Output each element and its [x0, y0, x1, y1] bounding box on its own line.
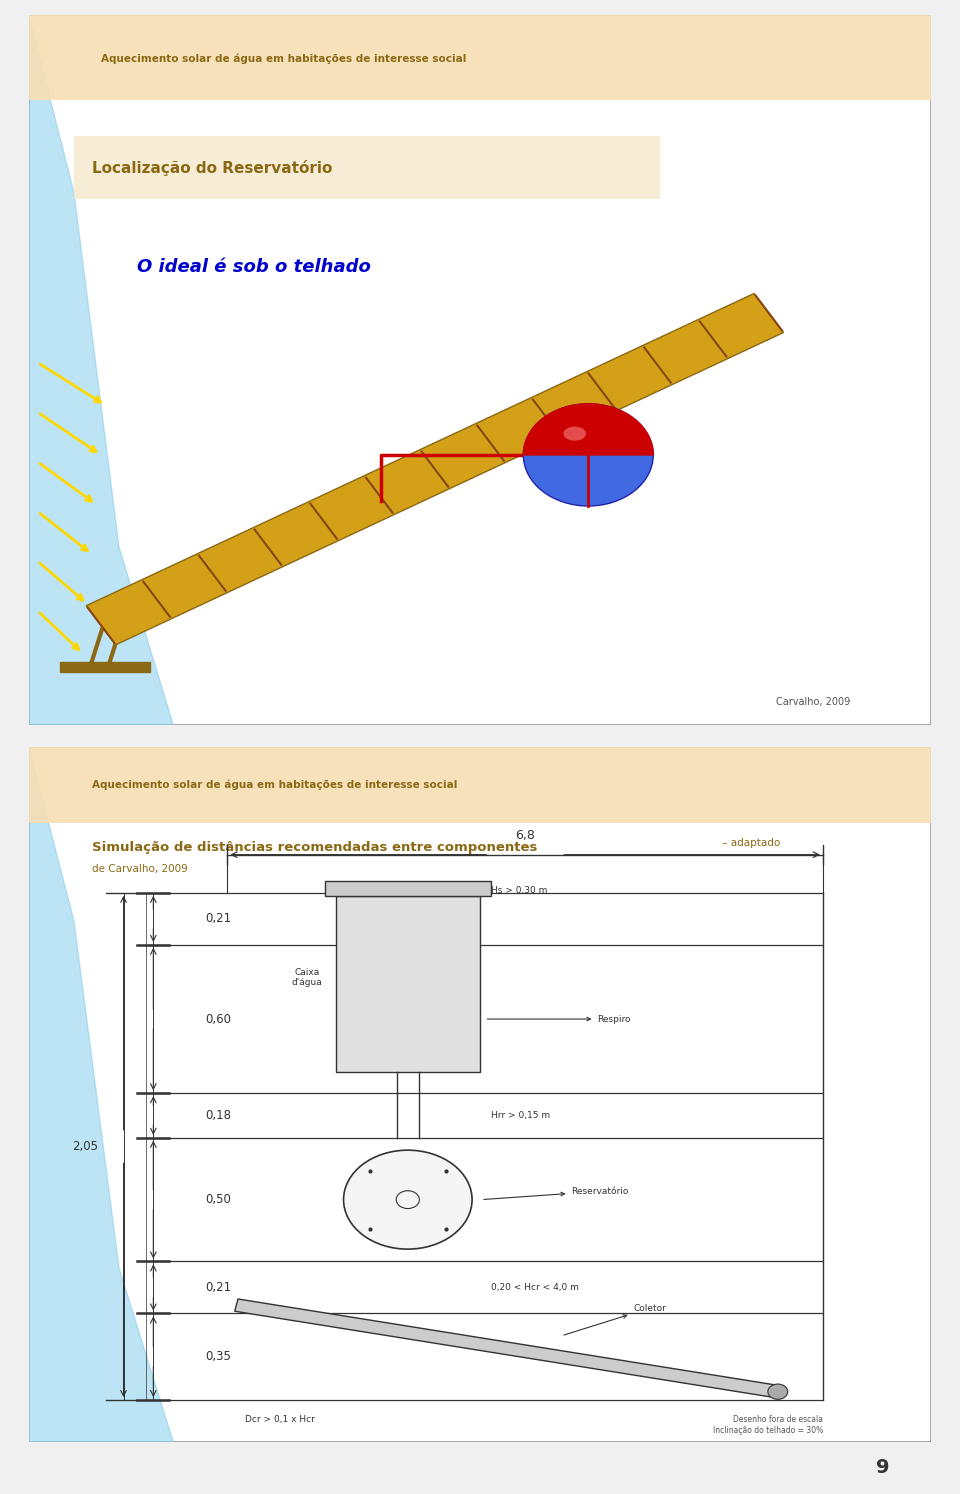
FancyBboxPatch shape [29, 747, 931, 823]
Circle shape [768, 1383, 788, 1400]
Polygon shape [60, 662, 151, 672]
Polygon shape [99, 466, 442, 635]
Text: 0,21: 0,21 [204, 913, 231, 925]
Text: 9: 9 [876, 1458, 890, 1476]
Text: Caixa
d'água: Caixa d'água [291, 968, 323, 988]
Polygon shape [86, 293, 783, 645]
Text: 2,05: 2,05 [72, 1140, 98, 1153]
Text: Dcr > 0,1 x Hcr: Dcr > 0,1 x Hcr [246, 1415, 315, 1424]
Text: 0,50: 0,50 [204, 1194, 230, 1206]
FancyBboxPatch shape [74, 136, 660, 200]
Polygon shape [523, 403, 653, 454]
Polygon shape [234, 1298, 780, 1398]
Ellipse shape [564, 426, 586, 441]
Text: O ideal é sob o telhado: O ideal é sob o telhado [137, 258, 371, 276]
Text: Hs > 0,30 m: Hs > 0,30 m [491, 886, 547, 895]
Polygon shape [29, 747, 173, 1442]
Text: Respiro: Respiro [488, 1014, 631, 1023]
Text: Localização do Reservatório: Localização do Reservatório [92, 160, 332, 175]
Text: Simulação de distâncias recomendadas entre componentes: Simulação de distâncias recomendadas ent… [92, 841, 538, 855]
Text: 0,60: 0,60 [204, 1013, 230, 1025]
Text: – adaptado: – adaptado [719, 838, 780, 849]
FancyBboxPatch shape [29, 747, 931, 1442]
Circle shape [523, 403, 653, 506]
FancyBboxPatch shape [29, 15, 931, 100]
Polygon shape [29, 15, 173, 725]
FancyBboxPatch shape [29, 15, 931, 725]
Circle shape [344, 1150, 472, 1249]
Text: 0,18: 0,18 [204, 1109, 230, 1122]
Text: Aquecimento solar de água em habitações de interesse social: Aquecimento solar de água em habitações … [92, 780, 457, 790]
FancyBboxPatch shape [324, 881, 491, 896]
FancyBboxPatch shape [336, 896, 480, 1073]
Text: de Carvalho, 2009: de Carvalho, 2009 [92, 864, 188, 874]
Text: 0,35: 0,35 [204, 1351, 230, 1363]
Text: Coletor: Coletor [564, 1304, 666, 1336]
Text: Carvalho, 2009: Carvalho, 2009 [776, 696, 850, 707]
Text: Aquecimento solar de água em habitações de interesse social: Aquecimento solar de água em habitações … [101, 54, 467, 64]
Text: Hrr > 0,15 m: Hrr > 0,15 m [491, 1112, 550, 1120]
Text: 0,21: 0,21 [204, 1280, 231, 1294]
Text: 0,20 < Hcr < 4,0 m: 0,20 < Hcr < 4,0 m [491, 1283, 579, 1292]
Text: Desenho fora de escala
Inclinação do telhado = 30%: Desenho fora de escala Inclinação do tel… [712, 1415, 823, 1434]
Text: Reservatório: Reservatório [484, 1186, 629, 1200]
Text: 6,8: 6,8 [516, 829, 535, 843]
